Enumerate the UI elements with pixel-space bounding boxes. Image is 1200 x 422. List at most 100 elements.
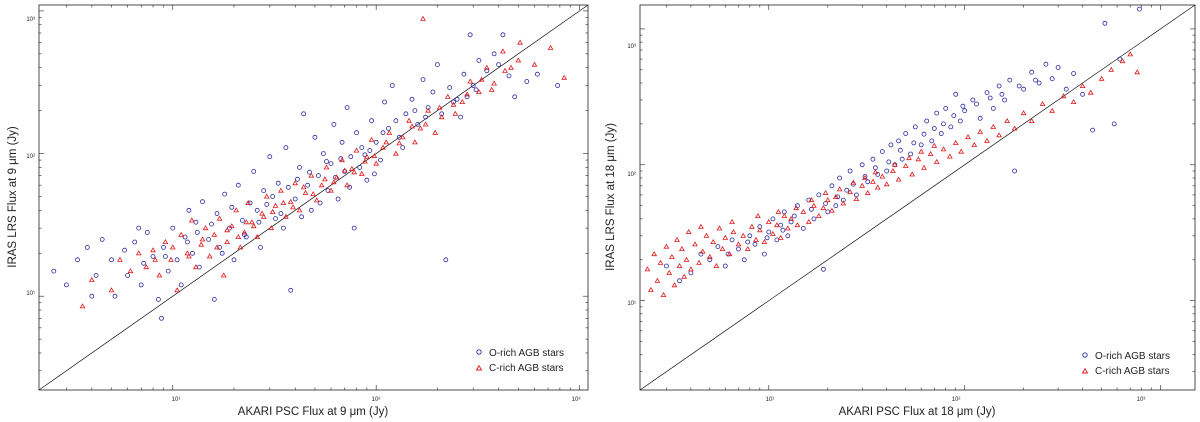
- o-rich-point: [957, 118, 963, 124]
- o-rich-point: [328, 161, 334, 167]
- c-rich-point: [688, 266, 694, 272]
- o-rich-point: [451, 99, 456, 105]
- c-rich-point: [761, 239, 768, 244]
- c-rich-point: [775, 208, 782, 214]
- o-rich-point: [99, 236, 105, 242]
- c-rich-point: [918, 148, 925, 154]
- c-rich-point: [169, 244, 176, 250]
- o-rich-point: [535, 71, 540, 77]
- c-rich-point: [811, 202, 817, 208]
- c-rich-point: [188, 217, 195, 223]
- c-rich-point: [820, 205, 827, 211]
- x-axis-label: AKARI PSC Flux at 9 μm (Jy): [238, 406, 389, 418]
- c-rich-point: [211, 231, 218, 237]
- o-rich-point: [500, 32, 506, 38]
- o-rich-point: [264, 201, 270, 207]
- unity-line-9um: [38, 4, 589, 391]
- o-rich-point: [473, 87, 479, 93]
- o-rich-point: [496, 62, 502, 67]
- c-rich-point: [891, 161, 898, 167]
- o-rich-point: [283, 145, 289, 151]
- o-rich-point: [132, 239, 138, 245]
- o-rich-point: [912, 124, 918, 130]
- c-rich-point: [829, 207, 835, 213]
- c-rich-point: [756, 227, 763, 233]
- c-rich-point: [406, 117, 412, 123]
- o-rich-point: [412, 108, 418, 113]
- o-rich-point: [467, 32, 473, 38]
- o-rich-point: [109, 257, 114, 263]
- c-rich-point: [199, 236, 206, 242]
- o-rich-point: [1090, 127, 1095, 133]
- o-rich-point: [292, 196, 298, 202]
- c-rich-point: [517, 39, 523, 45]
- c-rich-point: [703, 232, 710, 238]
- c-rich-point: [833, 193, 839, 199]
- c-rich-point: [290, 204, 296, 210]
- c-rich-point: [674, 236, 680, 242]
- c-rich-point: [883, 181, 890, 187]
- plot-frame-18um: [639, 4, 1196, 391]
- unity-line-18um: [639, 4, 1196, 391]
- c-rich-point: [713, 263, 720, 268]
- c-rich-point: [150, 247, 156, 253]
- o-rich-point: [324, 159, 329, 164]
- c-rich-point: [921, 164, 927, 170]
- c-rich-point: [450, 101, 457, 107]
- o-rich-point: [320, 151, 326, 157]
- o-rich-point: [144, 229, 150, 235]
- c-rich-point: [249, 219, 255, 225]
- o-rich-point: [962, 108, 968, 114]
- o-rich-point: [256, 219, 262, 225]
- o-rich-point: [800, 225, 806, 231]
- o-rich-point: [382, 99, 388, 105]
- c-rich-point: [1060, 93, 1067, 99]
- o-rich-point: [348, 154, 354, 160]
- c-rich-point: [847, 189, 853, 195]
- o-rich-point: [194, 229, 200, 235]
- o-rich-point: [960, 103, 966, 109]
- o-rich-point: [254, 207, 260, 213]
- c-rich-point: [793, 205, 800, 211]
- c-rich-point: [753, 236, 759, 242]
- o-rich-point: [879, 149, 885, 155]
- o-rich-point: [1007, 77, 1013, 83]
- o-rich-point: [512, 94, 518, 100]
- o-rich-point: [317, 200, 323, 206]
- o-rich-point: [931, 126, 937, 131]
- c-rich-point: [864, 190, 871, 195]
- c-rich-point: [399, 134, 406, 140]
- c-rich-point: [127, 268, 134, 274]
- x-tick-label: 10¹: [766, 397, 775, 403]
- c-rich-point: [328, 187, 334, 193]
- o-rich-point: [214, 211, 220, 216]
- o-rich-point: [458, 114, 464, 120]
- o-rich-point: [1080, 91, 1085, 97]
- c-rich-point: [156, 272, 163, 278]
- c-rich-point: [323, 164, 330, 170]
- o-rich-point: [1049, 76, 1055, 82]
- o-rich-point: [1012, 168, 1017, 174]
- c-rich-point: [233, 207, 240, 213]
- y-tick-label: 10¹: [627, 301, 636, 307]
- c-rich-point: [735, 241, 742, 247]
- c-rich-point: [280, 200, 287, 205]
- c-rich-point: [1087, 89, 1094, 95]
- legend-label-c-rich: C-rich AGB stars: [489, 363, 563, 374]
- c-rich-point: [836, 186, 843, 192]
- o-rich-point: [747, 233, 753, 239]
- legend-18um: O-rich AGB stars C-rich AGB stars: [1081, 351, 1170, 377]
- o-rich-point: [357, 164, 363, 170]
- c-rich-point: [890, 168, 896, 173]
- o-rich-point: [990, 106, 996, 111]
- c-rich-point: [186, 253, 192, 259]
- c-rich-point: [420, 15, 426, 21]
- c-rich-point: [245, 200, 252, 205]
- c-rich-point: [206, 253, 213, 259]
- o-rich-point: [159, 315, 164, 321]
- c-rich-point: [940, 146, 947, 152]
- legend-marker-c-rich: [1081, 367, 1089, 374]
- c-rich-point: [202, 225, 209, 231]
- o-rich-point: [1137, 6, 1142, 12]
